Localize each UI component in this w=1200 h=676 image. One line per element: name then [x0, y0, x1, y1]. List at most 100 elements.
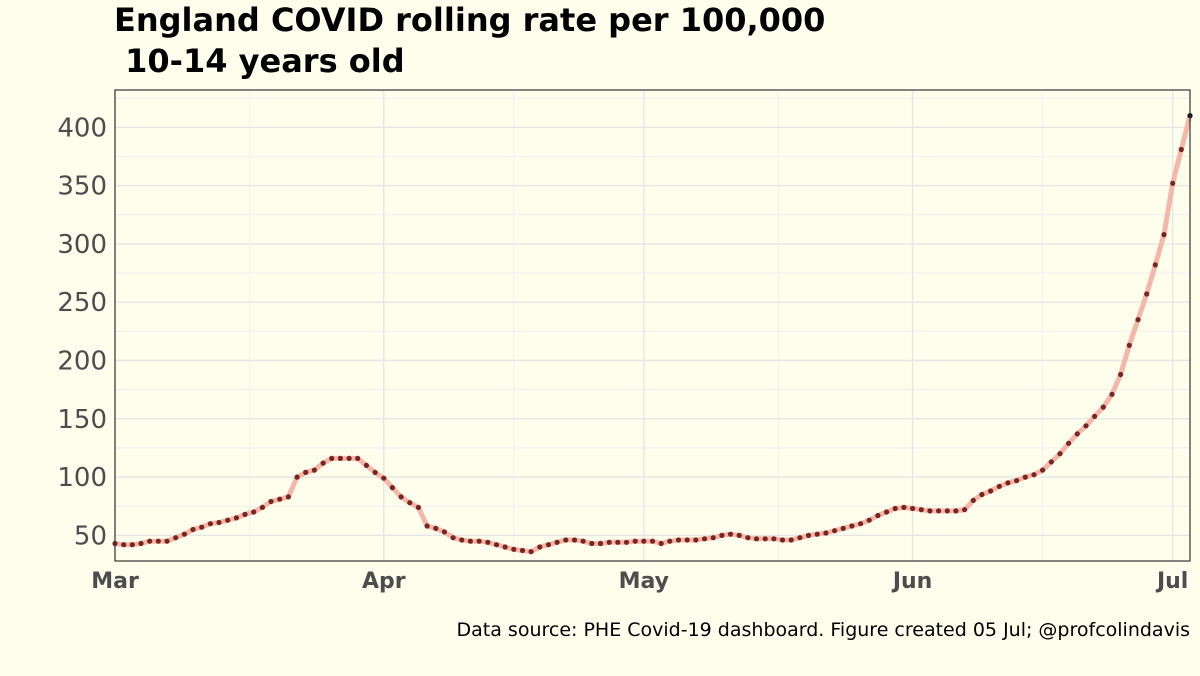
data-point: [953, 508, 959, 514]
data-point: [233, 515, 239, 521]
data-point: [363, 462, 369, 468]
y-tick-label: 350: [57, 172, 107, 202]
data-point: [858, 521, 864, 527]
data-point: [1144, 291, 1150, 297]
data-point: [658, 540, 664, 547]
data-point: [164, 538, 170, 544]
data-point: [970, 497, 976, 503]
data-point: [545, 542, 552, 548]
x-tick-label: Mar: [91, 569, 139, 594]
y-tick-label: 150: [57, 405, 107, 435]
data-point: [407, 500, 413, 506]
data-point: [1022, 474, 1028, 480]
y-tick-label: 400: [57, 113, 107, 143]
data-point: [753, 536, 760, 542]
data-point: [788, 537, 794, 543]
y-axis: 50 100 150 200 250 300 350 400: [57, 113, 107, 551]
data-point: [996, 483, 1002, 489]
data-point: [866, 517, 872, 523]
data-point: [892, 505, 898, 512]
y-tick-label: 200: [57, 346, 107, 376]
data-point: [944, 508, 950, 514]
data-point: [710, 535, 716, 541]
x-tick-label: Jun: [891, 569, 933, 594]
data-point: [311, 467, 317, 473]
data-point: [962, 507, 968, 513]
data-point: [649, 538, 656, 544]
data-point: [684, 537, 690, 543]
panel-border: [114, 89, 1191, 562]
data-points: [112, 113, 1193, 555]
data-point: [372, 469, 378, 475]
y-tick-label: 250: [57, 288, 107, 318]
data-point: [285, 494, 291, 500]
data-point: [597, 540, 604, 547]
data-point: [641, 538, 647, 544]
data-point: [1161, 232, 1167, 238]
data-point: [910, 505, 916, 512]
data-point: [493, 542, 500, 548]
data-point: [329, 455, 335, 461]
chart-subtitle: 10-14 years old: [114, 42, 405, 80]
data-point: [667, 538, 673, 544]
data-point: [675, 537, 682, 543]
data-point: [1118, 371, 1124, 378]
data-point: [1126, 342, 1132, 348]
data-point: [190, 526, 196, 533]
data-point: [832, 528, 838, 534]
x-tick-label: May: [619, 569, 669, 594]
data-point: [138, 540, 144, 547]
y-tick-label: 100: [57, 463, 107, 493]
data-point: [1092, 413, 1098, 419]
x-axis: Mar Apr May Jun Jul: [91, 569, 1188, 594]
data-point: [606, 539, 612, 545]
data-point: [979, 491, 985, 498]
data-point: [537, 544, 543, 550]
data-point: [199, 524, 205, 530]
data-point: [736, 532, 742, 539]
data-point: [207, 521, 213, 527]
data-point: [1109, 391, 1115, 397]
data-point: [216, 519, 222, 526]
data-point: [121, 542, 127, 548]
data-point: [719, 532, 725, 539]
data-point: [173, 535, 179, 541]
data-point: [1074, 431, 1080, 437]
data-point: [502, 544, 508, 550]
data-point: [355, 455, 361, 461]
data-point: [389, 485, 395, 491]
data-point: [632, 538, 638, 544]
data-point: [823, 530, 829, 536]
data-point: [1100, 404, 1106, 410]
data-point: [242, 511, 248, 517]
data-point: [381, 475, 387, 481]
data-point: [251, 509, 257, 515]
chart-caption: Data source: PHE Covid-19 dashboard. Fig…: [457, 619, 1190, 641]
data-point: [1066, 440, 1072, 446]
data-point: [459, 537, 465, 543]
data-point: [771, 536, 777, 542]
data-point: [884, 509, 890, 515]
data-point: [814, 531, 820, 537]
data-point: [294, 474, 300, 480]
data-point: [901, 504, 907, 510]
data-point: [268, 498, 274, 505]
data-point: [927, 508, 933, 514]
data-point: [129, 542, 135, 548]
data-point: [1152, 262, 1158, 268]
y-tick-label: 300: [57, 230, 107, 260]
data-point: [623, 539, 630, 545]
data-point: [181, 531, 187, 537]
chart-title: England COVID rolling rate per 100,000: [114, 1, 825, 39]
data-point: [519, 547, 526, 554]
data-point: [1048, 459, 1054, 465]
data-point: [580, 538, 586, 544]
y-tick-label: 50: [74, 521, 107, 551]
data-point: [303, 469, 309, 475]
data-point: [1014, 478, 1020, 484]
data-point: [467, 538, 473, 544]
data-point: [485, 539, 491, 545]
data-point: [147, 538, 153, 544]
data-point: [398, 494, 404, 500]
